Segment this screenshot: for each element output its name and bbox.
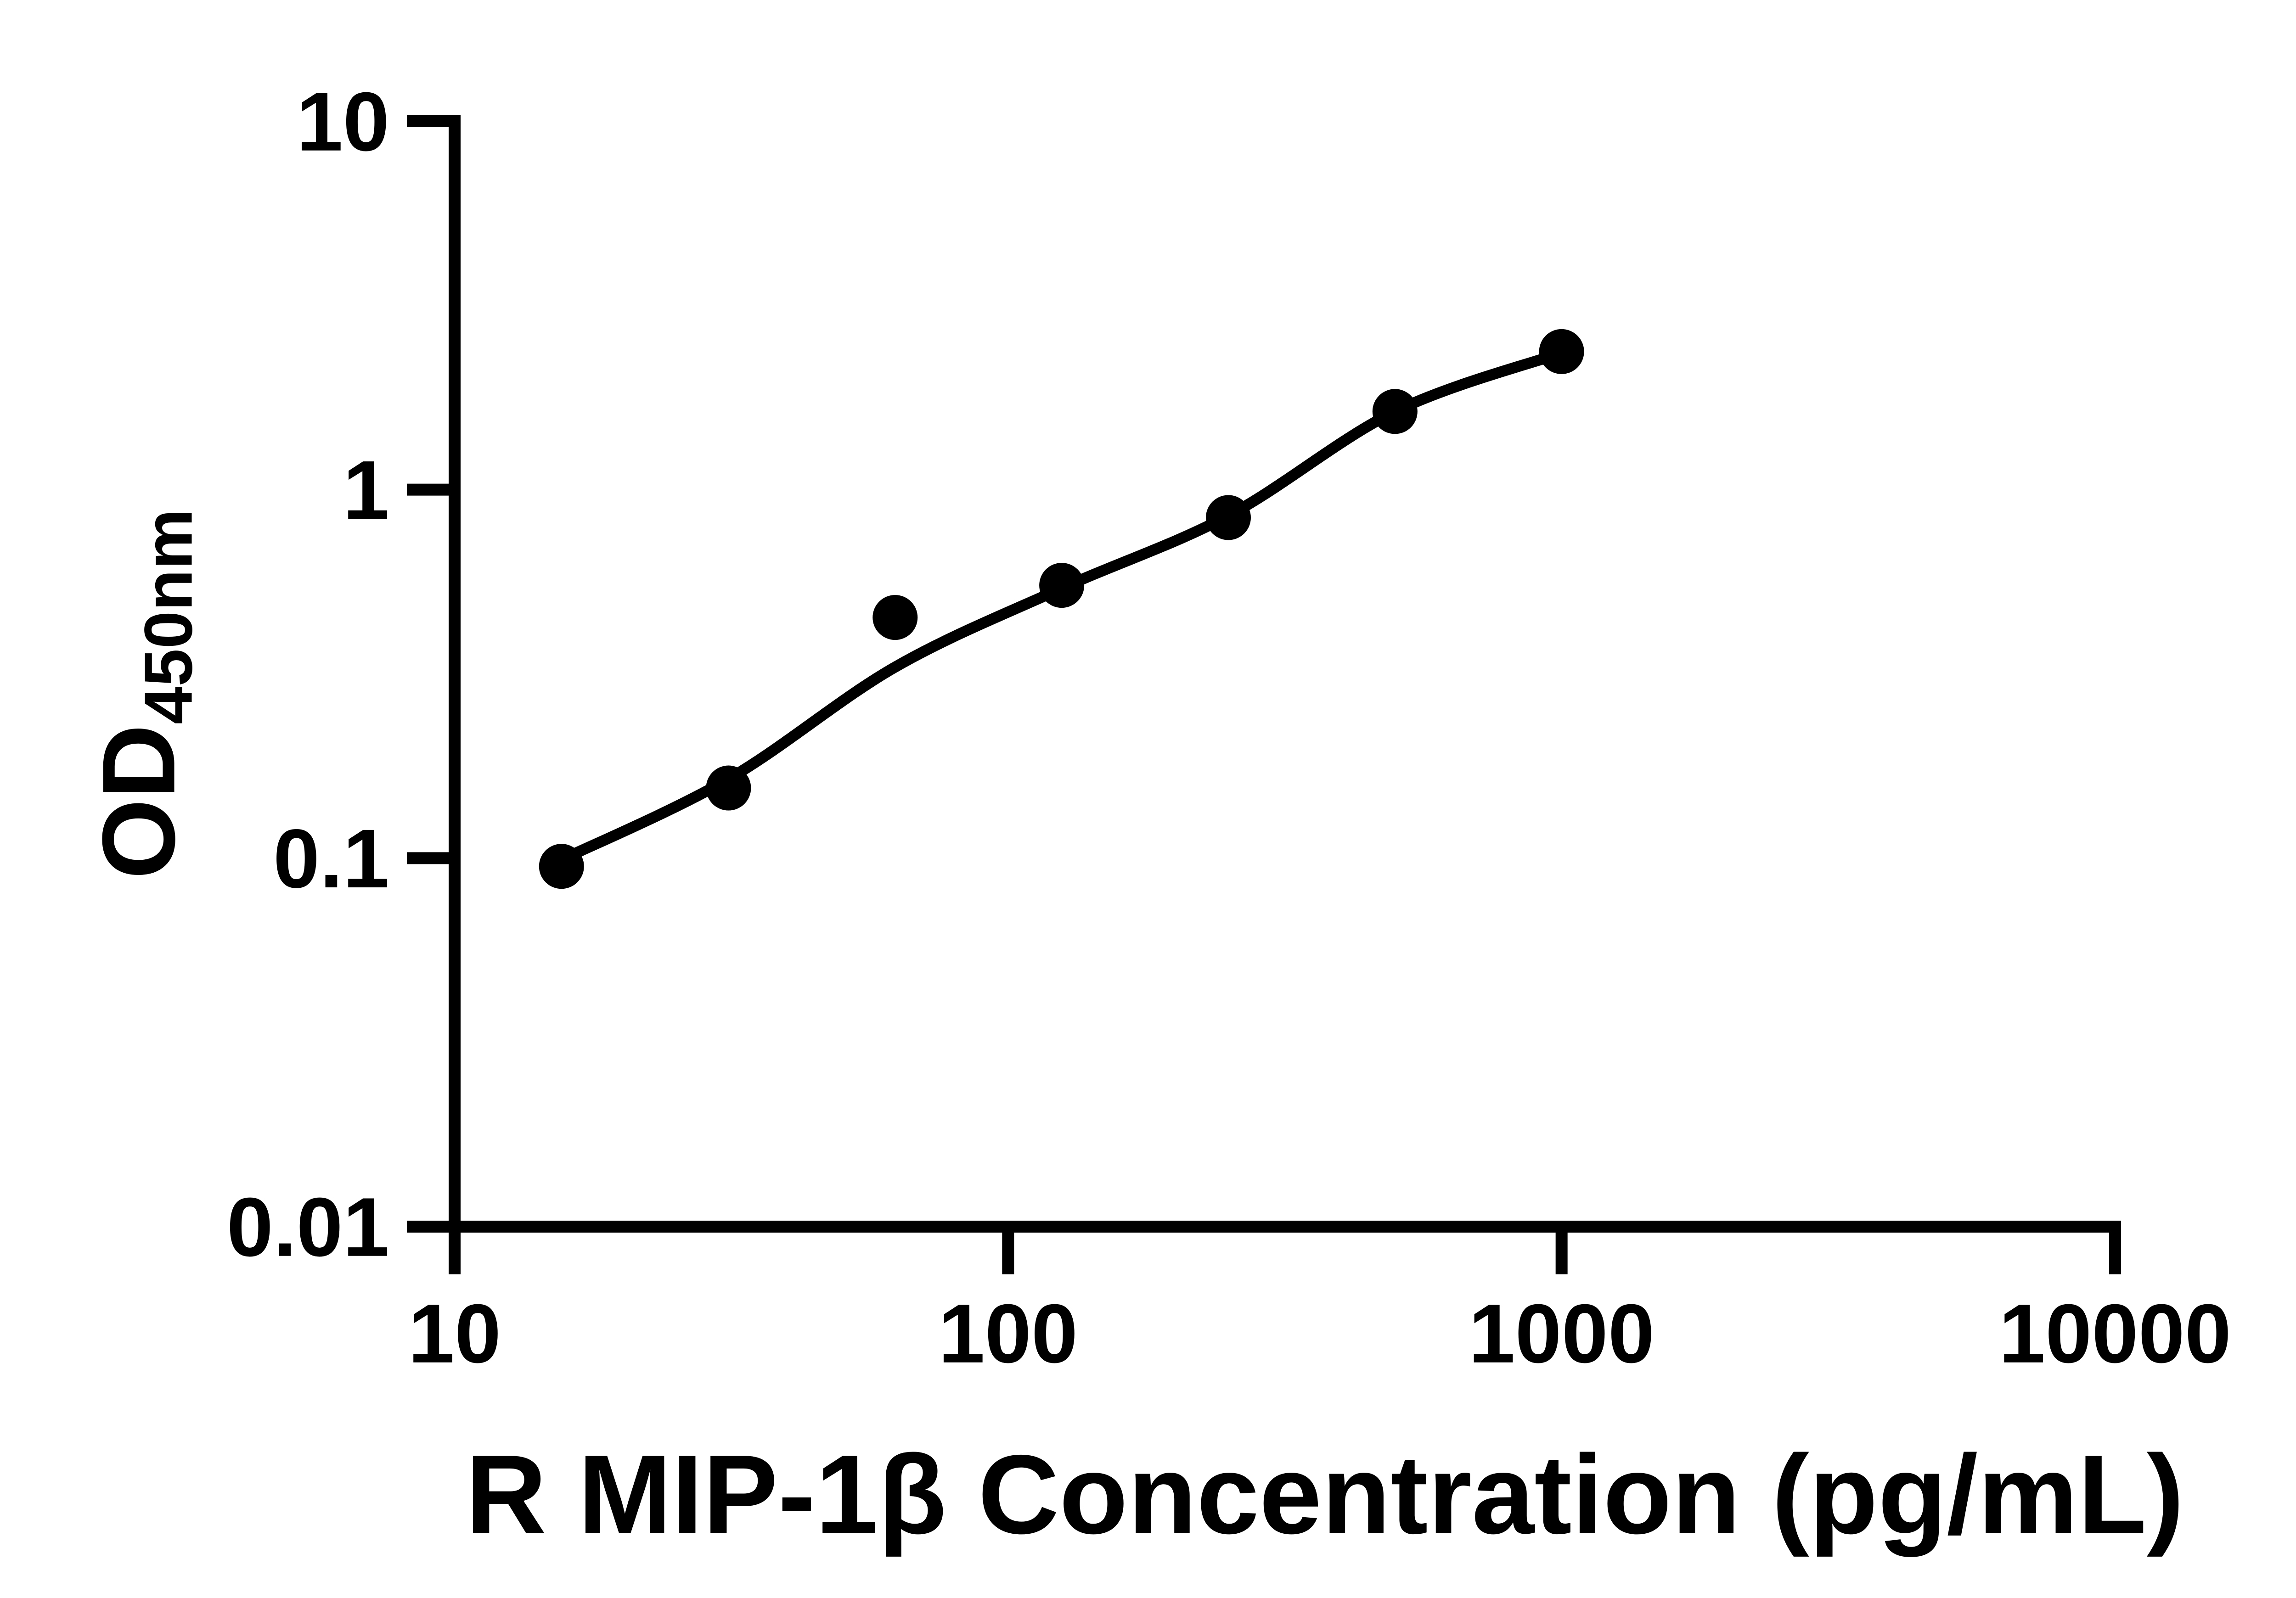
data-point — [872, 595, 918, 640]
x-tick-label: 100 — [938, 1287, 1078, 1380]
y-tick-label: 10 — [297, 75, 389, 168]
y-axis-title-subscript: 450nm — [130, 509, 207, 724]
fit-curve — [556, 347, 1567, 865]
x-axis-title: R MIP-1β Concentration (pg/mL) — [465, 1431, 2184, 1557]
y-axis-title-main: OD — [80, 724, 197, 880]
y-tick-label: 0.1 — [273, 812, 389, 905]
x-tick-label: 1000 — [1469, 1287, 1654, 1380]
y-tick-label: 0.01 — [227, 1180, 389, 1274]
x-tick-label: 10 — [408, 1287, 501, 1380]
x-tick-label: 10000 — [1999, 1287, 2231, 1380]
y-axis-title: OD450nm — [79, 509, 207, 880]
y-tick-label: 1 — [343, 443, 389, 537]
